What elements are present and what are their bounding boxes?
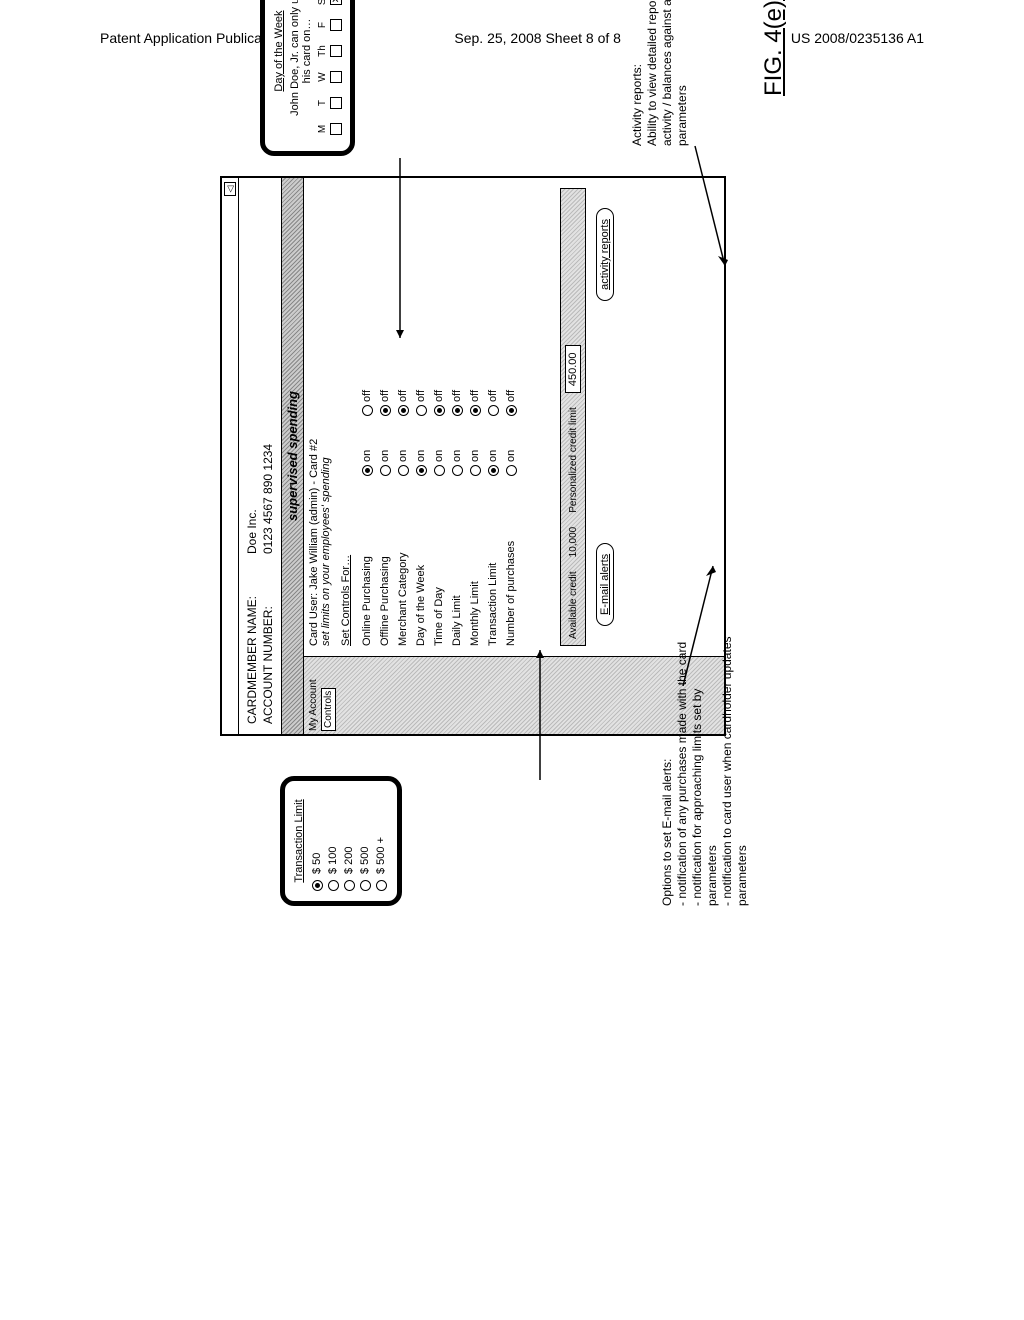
day-checkbox[interactable] bbox=[330, 19, 342, 31]
radio-on[interactable]: on bbox=[505, 416, 517, 476]
pers-credit-value[interactable]: 450.00 bbox=[565, 346, 581, 394]
tx-option[interactable]: $ 500 bbox=[357, 791, 373, 891]
back-icon[interactable]: ◁ bbox=[224, 182, 236, 196]
day-checkbox[interactable] bbox=[330, 97, 342, 109]
day-label: W bbox=[317, 65, 328, 89]
app-window: ◁ CARDMEMBER NAME: Doe Inc. ACCOUNT NUMB… bbox=[220, 176, 726, 736]
radio-on[interactable]: on bbox=[469, 416, 481, 476]
tx-option-label: $ 200 bbox=[343, 846, 355, 874]
titlebar: ◁ bbox=[222, 178, 239, 734]
radio-off[interactable]: off bbox=[433, 356, 445, 416]
activity-reports-button[interactable]: activity reports bbox=[596, 208, 614, 301]
day-callout-line2: his card on… bbox=[301, 0, 313, 141]
pers-credit-label: Personalized credit limit bbox=[568, 407, 579, 513]
tx-option-label: $ 50 bbox=[311, 853, 323, 874]
sidebar-item-controls[interactable]: Controls bbox=[321, 688, 336, 731]
transaction-limit-callout: Transaction Limit $ 50 $ 100 $ 200 $ 500 $ 5… bbox=[280, 776, 402, 906]
radio-off[interactable]: off bbox=[505, 356, 517, 416]
name-value: Doe Inc. bbox=[245, 188, 259, 554]
day-label: Th bbox=[317, 39, 328, 63]
radio-on[interactable]: on bbox=[397, 416, 409, 476]
activity-annot-body: Ability to view detailed reports on card… bbox=[645, 0, 690, 146]
activity-annot-title: Activity reports: bbox=[630, 0, 645, 146]
radio-on[interactable]: on bbox=[487, 416, 499, 476]
tx-option-label: $ 100 bbox=[327, 846, 339, 874]
email-annot-b3: - notification to card user when cardhol… bbox=[720, 626, 750, 906]
radio-on[interactable]: on bbox=[361, 416, 373, 476]
tx-option[interactable]: $ 100 bbox=[325, 791, 341, 891]
avail-credit-label: Available credit bbox=[568, 571, 579, 639]
control-label: Offline Purchasing bbox=[379, 476, 391, 646]
acct-value: 0123 4567 890 1234 bbox=[261, 188, 275, 554]
name-label: CARDMEMBER NAME: bbox=[245, 554, 259, 724]
control-label: Daily Limit bbox=[451, 476, 463, 646]
main-panel: Card User: Jake William (admin) - Card #… bbox=[304, 178, 724, 656]
avail-credit-value: 10,000 bbox=[568, 527, 579, 558]
control-label: Number of purchases bbox=[505, 476, 517, 646]
control-label: Monthly Limit bbox=[469, 476, 481, 646]
tx-option[interactable]: $ 500 + bbox=[373, 791, 389, 891]
controls-list: Online PurchasingonoffOffline Purchasing… bbox=[358, 188, 520, 646]
acct-label: ACCOUNT NUMBER: bbox=[261, 554, 275, 724]
radio-on[interactable]: on bbox=[415, 416, 427, 476]
radio-on[interactable]: on bbox=[379, 416, 391, 476]
control-label: Time of Day bbox=[433, 476, 445, 646]
day-label: F bbox=[317, 13, 328, 37]
day-label: Sa bbox=[317, 0, 328, 11]
controls-title: Set Controls For… bbox=[340, 188, 352, 646]
radio-off[interactable]: off bbox=[469, 356, 481, 416]
credit-bar: Available credit 10,000 Personalized cre… bbox=[560, 188, 586, 646]
day-checkbox[interactable] bbox=[330, 71, 342, 83]
arrow-email bbox=[678, 556, 718, 686]
tx-callout-title: Transaction Limit bbox=[293, 791, 305, 891]
card-user-sub: set limits on your employees' spending bbox=[320, 188, 332, 646]
day-label: M bbox=[317, 117, 328, 141]
day-callout-title: Day of the Week bbox=[273, 0, 285, 141]
control-row: Daily Limitonoff bbox=[448, 188, 466, 646]
radio-off[interactable]: off bbox=[451, 356, 463, 416]
radio-off[interactable]: off bbox=[415, 356, 427, 416]
tx-option[interactable]: $ 200 bbox=[341, 791, 357, 891]
day-checkbox[interactable]: ✕ bbox=[330, 0, 342, 5]
day-checkbox[interactable] bbox=[330, 45, 342, 57]
day-of-week-callout: Day of the Week John Doe, Jr. can only u… bbox=[260, 0, 355, 156]
radio-off[interactable]: off bbox=[361, 356, 373, 416]
radio-on[interactable]: on bbox=[433, 416, 445, 476]
control-row: Monthly Limitonoff bbox=[466, 188, 484, 646]
section-title: supervised spending bbox=[281, 178, 304, 734]
tx-option-label: $ 500 + bbox=[375, 837, 387, 874]
email-annot-title: Options to set E-mail alerts: bbox=[660, 626, 675, 906]
control-label: Day of the Week bbox=[415, 476, 427, 646]
control-row: Number of purchasesonoff bbox=[502, 188, 520, 646]
control-label: Online Purchasing bbox=[361, 476, 373, 646]
day-callout-line1: John Doe, Jr. can only use bbox=[289, 0, 301, 141]
radio-off[interactable]: off bbox=[379, 356, 391, 416]
control-row: Day of the Weekonoff bbox=[412, 188, 430, 646]
activity-annotation: Activity reports: Ability to view detail… bbox=[630, 0, 690, 146]
control-row: Online Purchasingonoff bbox=[358, 188, 376, 646]
radio-off[interactable]: off bbox=[487, 356, 499, 416]
control-label: Merchant Category bbox=[397, 476, 409, 646]
email-alerts-button[interactable]: E-mail alerts bbox=[596, 543, 614, 626]
arrow-activity bbox=[690, 136, 730, 276]
day-checkbox[interactable] bbox=[330, 123, 342, 135]
card-user-line: Card User: Jake William (admin) - Card #… bbox=[308, 188, 320, 646]
tx-option[interactable]: $ 50 bbox=[309, 791, 325, 891]
arrow-tx bbox=[530, 640, 550, 780]
control-label: Transaction Limit bbox=[487, 476, 499, 646]
figure-label: FIG. 4(e) bbox=[760, 0, 788, 96]
radio-on[interactable]: on bbox=[451, 416, 463, 476]
day-label: T bbox=[317, 91, 328, 115]
control-row: Transaction Limitonoff bbox=[484, 188, 502, 646]
arrow-day bbox=[390, 148, 410, 338]
sidebar-item-account[interactable]: My Account bbox=[308, 660, 319, 731]
radio-off[interactable]: off bbox=[397, 356, 409, 416]
control-row: Time of Dayonoff bbox=[430, 188, 448, 646]
tx-option-label: $ 500 bbox=[359, 846, 371, 874]
account-header: CARDMEMBER NAME: Doe Inc. ACCOUNT NUMBER… bbox=[239, 178, 281, 734]
